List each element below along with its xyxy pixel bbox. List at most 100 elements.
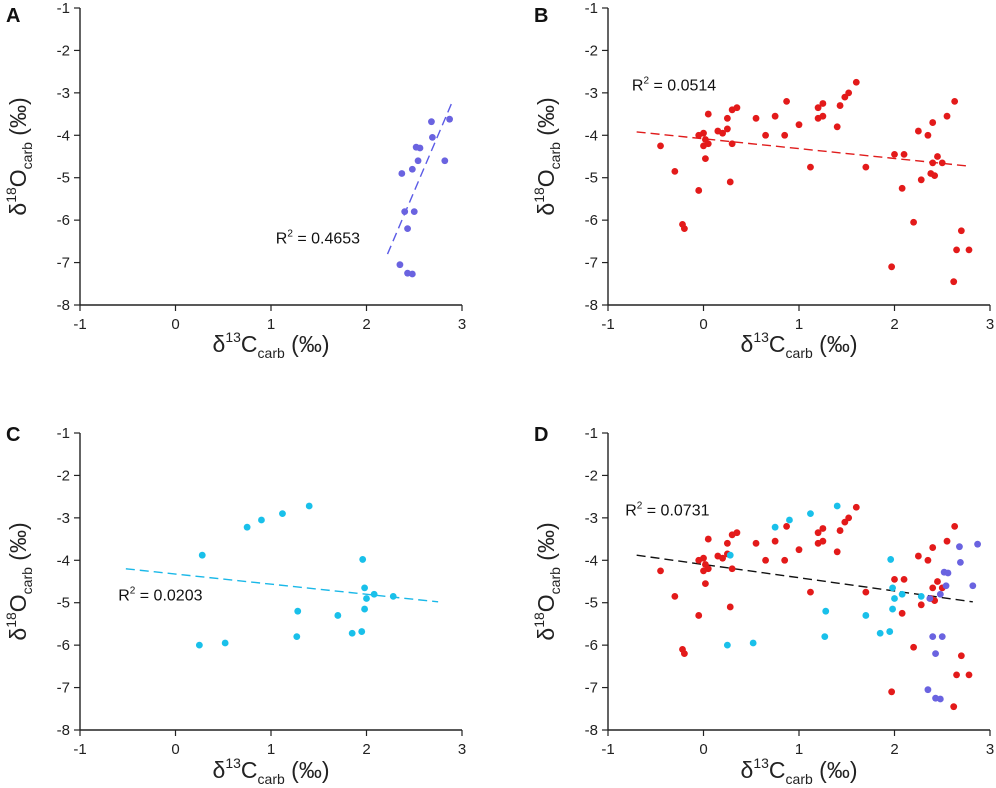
y-axis-label-superscript: 18 <box>531 612 547 628</box>
data-point <box>936 695 944 703</box>
x-axis-label-superscript: 13 <box>225 755 241 771</box>
data-point <box>934 578 941 585</box>
r-squared-label: R2 = 0.0203 <box>118 586 202 605</box>
data-point <box>416 144 424 152</box>
data-point <box>914 127 922 135</box>
data-point <box>929 119 937 126</box>
r-squared-value: = 0.0731 <box>642 503 709 520</box>
data-point <box>951 97 959 105</box>
data-point <box>752 114 760 122</box>
data-point <box>723 114 731 122</box>
data-point <box>695 187 703 194</box>
data-point <box>927 170 935 177</box>
y-axis-label-unit: (‰) <box>533 97 559 142</box>
data-point <box>953 246 960 254</box>
data-point <box>726 178 734 186</box>
trend-line <box>386 101 454 255</box>
data-point <box>795 121 803 129</box>
data-point <box>924 131 932 139</box>
data-point <box>819 525 827 532</box>
x-tick-label: 2 <box>362 316 370 333</box>
data-point <box>728 531 736 539</box>
data-point <box>723 641 731 649</box>
y-tick-label: -4 <box>585 127 598 144</box>
trend-line <box>636 554 973 603</box>
data-point <box>762 131 769 139</box>
data-point <box>361 584 368 592</box>
series-red <box>657 503 973 711</box>
y-tick-label: -5 <box>585 170 598 187</box>
y-tick-label: -3 <box>585 85 598 102</box>
x-axis-label-unit: (‰) <box>285 331 330 357</box>
y-tick-label: -7 <box>57 255 70 272</box>
data-point <box>932 650 939 658</box>
data-point <box>726 603 734 611</box>
y-axis-label-superscript: 18 <box>531 187 547 203</box>
y-tick-label: -7 <box>57 680 70 697</box>
y-tick-label: -6 <box>585 212 598 229</box>
data-point <box>702 580 709 588</box>
data-point <box>441 157 449 165</box>
data-point <box>888 688 896 696</box>
y-axis-label: δ18Ocarb (‰) <box>531 522 563 640</box>
data-point <box>924 686 932 694</box>
x-axis-label-base: C <box>241 757 258 783</box>
data-point <box>900 575 908 583</box>
data-point <box>414 157 422 165</box>
data-point <box>293 633 301 641</box>
data-point <box>781 131 789 139</box>
data-point <box>704 535 712 543</box>
y-axis-label-unit: (‰) <box>5 97 31 142</box>
r-squared-value: = 0.0514 <box>649 78 716 95</box>
data-point <box>862 588 870 596</box>
x-axis-label-subscript: carb <box>786 771 813 787</box>
data-point <box>305 502 313 510</box>
data-point <box>898 590 906 598</box>
data-point <box>294 607 302 615</box>
data-point <box>279 510 286 518</box>
y-axis-label-delta: δ <box>533 203 559 216</box>
x-axis-label-superscript: 13 <box>753 329 769 345</box>
data-point <box>358 628 366 635</box>
data-point <box>681 225 688 233</box>
y-tick-label: -4 <box>585 552 598 569</box>
data-point <box>950 278 958 286</box>
y-tick-label: -3 <box>585 510 598 527</box>
y-axis-label-superscript: 18 <box>3 612 19 628</box>
r-squared-superscript: 2 <box>643 76 649 87</box>
x-axis-label-unit: (‰) <box>285 757 330 783</box>
data-point <box>950 703 958 711</box>
x-tick-label: -1 <box>73 316 86 333</box>
data-point <box>702 155 709 163</box>
data-point <box>728 140 736 148</box>
series-red <box>657 78 973 286</box>
data-point <box>929 544 937 551</box>
x-tick-label: 0 <box>699 316 707 333</box>
r-squared-superscript: 2 <box>637 501 643 512</box>
x-tick-label: 1 <box>795 741 803 758</box>
y-axis-label-base: O <box>533 169 559 187</box>
x-tick-label: 1 <box>267 741 275 758</box>
y-tick-label: -1 <box>57 0 70 17</box>
data-point <box>852 78 860 86</box>
data-point <box>887 556 895 563</box>
data-point <box>936 590 944 598</box>
panel-letter: A <box>6 5 20 27</box>
data-point <box>396 261 404 269</box>
y-axis-label-base: O <box>5 169 31 187</box>
y-tick-label: -6 <box>57 637 70 654</box>
data-point <box>700 142 707 150</box>
y-tick-label: -8 <box>585 297 598 314</box>
x-tick-label: 2 <box>890 316 898 333</box>
data-point <box>363 595 370 602</box>
y-axis-label-base: O <box>5 594 31 612</box>
y-tick-label: -2 <box>585 42 598 59</box>
y-axis-label-subscript: carb <box>547 142 563 169</box>
data-point <box>807 163 814 171</box>
data-point <box>862 612 870 619</box>
